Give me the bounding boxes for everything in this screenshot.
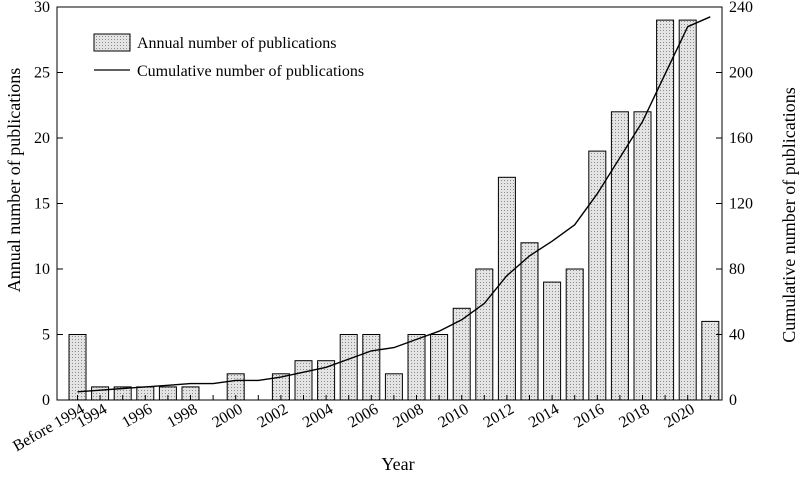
x-tick-label: 2004 [300, 401, 336, 432]
y-left-tick-label: 25 [34, 65, 50, 82]
y-right-tick-label: 240 [729, 0, 753, 16]
bar-2016 [588, 150, 607, 401]
y-right-tick-label: 40 [729, 327, 745, 344]
y-right-tick-label: 160 [729, 130, 753, 147]
legend: Annual number of publications Cumulative… [93, 33, 364, 80]
y-axis-right-title: Cumulative number of publications [779, 87, 799, 342]
bar-2008 [407, 334, 426, 401]
y-left-tick-label: 15 [34, 196, 50, 213]
bar-2015 [565, 268, 584, 401]
x-tick-label: 2010 [435, 401, 471, 432]
bar-2020 [678, 19, 697, 401]
x-tick-label: 2020 [661, 401, 697, 432]
bar-2012 [497, 176, 516, 401]
legend-label-annual: Annual number of publications [137, 35, 337, 52]
bar-2006 [362, 334, 381, 401]
y-right-tick-label: 200 [729, 65, 753, 82]
bar-2018 [633, 111, 652, 401]
x-axis-title: Year [381, 454, 414, 474]
y-axis-left-title: Annual number of publications [4, 68, 24, 292]
bar-2005 [339, 334, 358, 401]
x-tick-label: 2002 [255, 401, 291, 432]
x-tick-label: 1998 [164, 401, 200, 432]
x-tick-label: 2008 [390, 401, 426, 432]
y-right-tick-label: 120 [729, 196, 753, 213]
bar-2013 [520, 242, 539, 401]
x-tick-label: 2006 [345, 401, 381, 432]
bar-2011 [475, 268, 494, 401]
bar-2014 [543, 281, 562, 401]
bar-2009 [430, 334, 449, 401]
y-left-tick-label: 10 [34, 261, 50, 278]
legend-label-cumulative: Cumulative number of publications [137, 63, 364, 80]
bar-2021 [701, 320, 720, 401]
x-tick-label: 2000 [209, 401, 245, 432]
cumulative-line [77, 16, 711, 393]
y-left-tick-label: 30 [34, 0, 50, 16]
x-tick-label: 2014 [526, 401, 562, 432]
x-tick-label: 1996 [119, 401, 155, 432]
y-left-tick-label: 5 [42, 327, 50, 344]
x-tick-label: 2016 [571, 401, 607, 432]
bar-before-1994 [68, 334, 87, 401]
y-left-tick-label: 0 [42, 392, 50, 409]
bar-2017 [610, 111, 629, 401]
y-right-tick-label: 80 [729, 261, 745, 278]
y-right-tick-label: 0 [729, 392, 737, 409]
bar-2019 [656, 19, 675, 401]
x-tick-label: 2012 [481, 401, 517, 432]
bar-2003 [294, 360, 313, 401]
legend-bar-swatch [93, 33, 131, 52]
x-tick-label: 2018 [616, 401, 652, 432]
y-left-tick-label: 20 [34, 130, 50, 147]
